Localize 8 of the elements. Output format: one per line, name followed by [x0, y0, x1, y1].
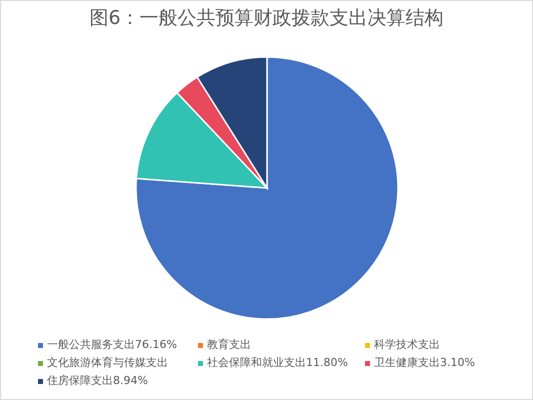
- legend-label: 科学技术支出: [374, 338, 440, 351]
- chart-title: 图6：一般公共预算财政拨款支出决算结构: [89, 7, 444, 29]
- legend-label: 社会保障和就业支出11.80%: [207, 356, 348, 369]
- legend-label: 住房保障支出8.94%: [47, 374, 148, 387]
- legend-label: 文化旅游体育与传媒支出: [47, 356, 168, 369]
- legend-label: 卫生健康支出3.10%: [374, 356, 475, 369]
- legend-label: 教育支出: [207, 338, 251, 351]
- legend-label: 一般公共服务支出76.16%: [47, 338, 177, 351]
